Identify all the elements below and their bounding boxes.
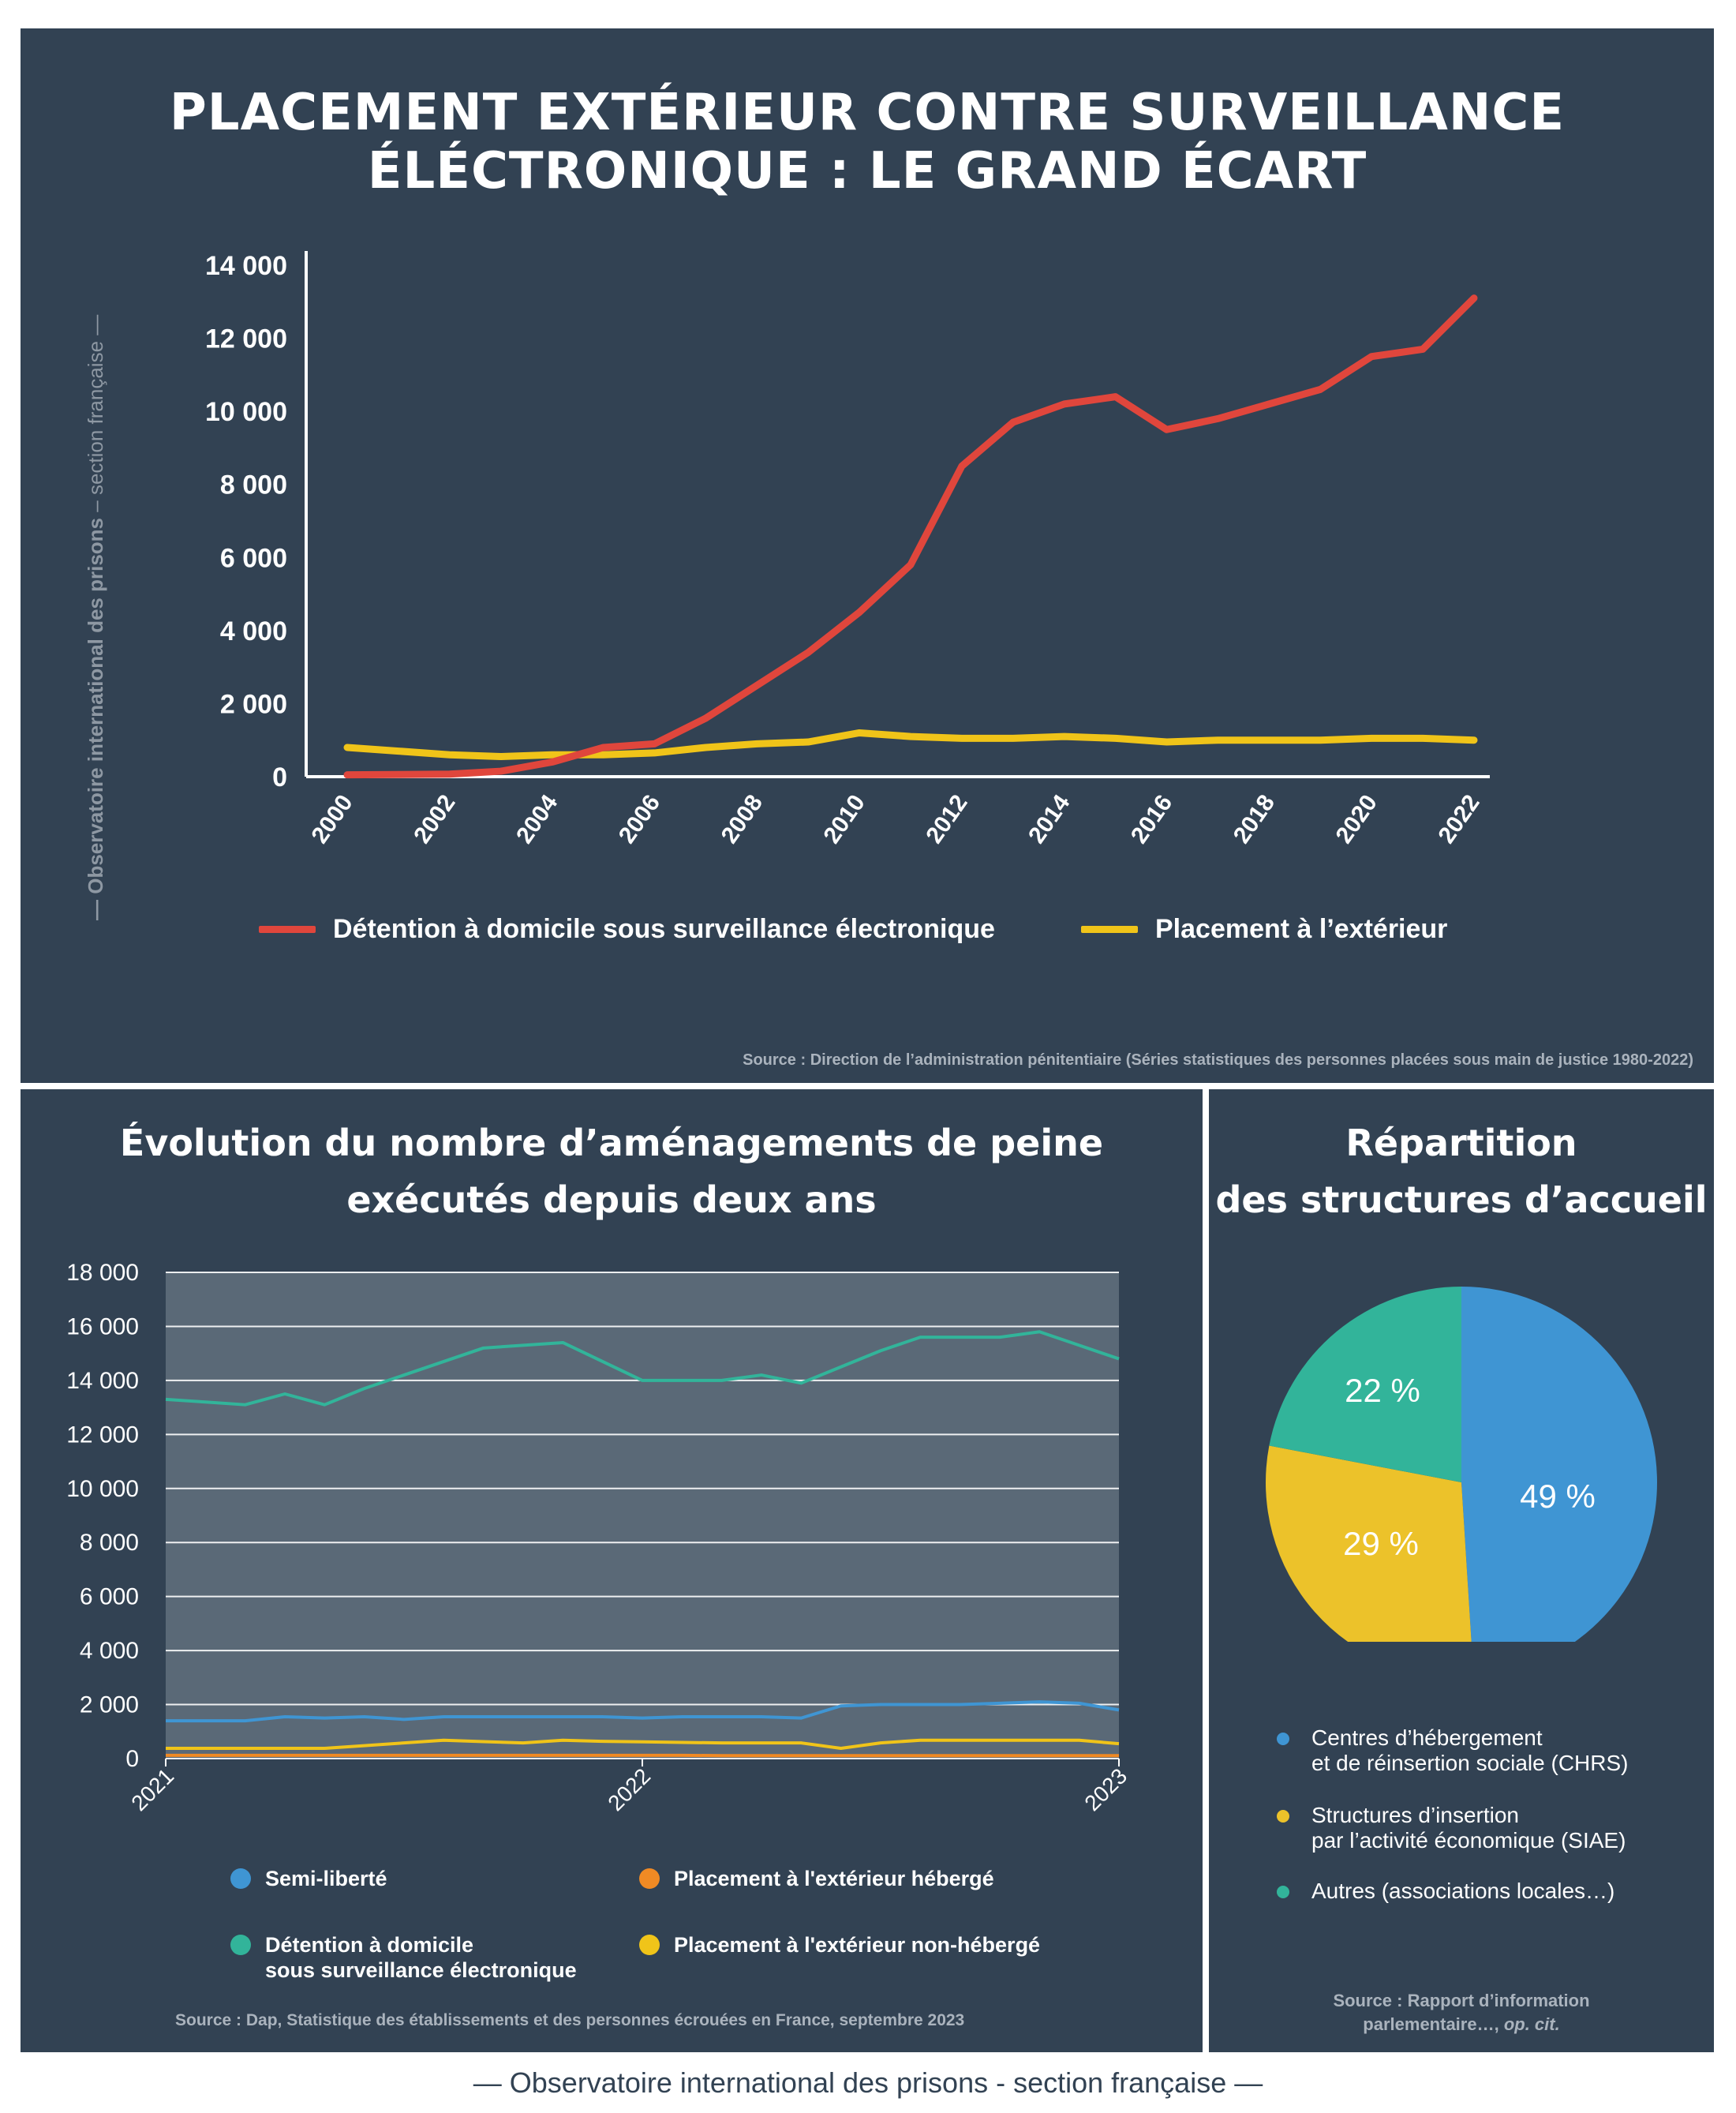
x-tick-label: 2004 [511,790,563,849]
pie-structures: 49 % 29 % 22 % [1266,1287,1658,1642]
legend2-label-3: Placement à l'extérieur non-hébergé [674,1933,1041,1957]
legend2-dot-0 [230,1868,251,1889]
series-line-placement-exterieur [343,729,1478,761]
x-tick-label: 2023 [1079,1763,1132,1815]
x-tick-label: 2010 [819,790,870,849]
x-tick-label: 2022 [603,1763,655,1815]
y-tick-label: 2 000 [80,1692,139,1718]
x-tick-label: 2016 [1126,790,1177,849]
legend2-dot-2 [230,1935,251,1955]
source-bottom-right: Source : Rapport d’information parlement… [1209,1989,1714,2036]
y-tick-label: 4 000 [220,616,287,646]
y-tick-label: 10 000 [66,1476,139,1502]
chart2-title-line1: Évolution du nombre d’aménagements de pe… [119,1122,1104,1164]
y-tick-label: 18 000 [66,1260,139,1286]
pie-slice-autres [1269,1287,1461,1482]
pie-label-1: 29 % [1343,1525,1419,1562]
legend-item-yellow: Placement à l’extérieur [1081,914,1447,945]
main-title: Placement extérieur contre surveillance … [169,84,1566,200]
source-bottom-left: Source : Dap, Statistique des établissem… [175,2011,965,2029]
legend2-item-2: Détention à domicile sous surveillance é… [230,1932,577,1983]
y-tick-label: 12 000 [66,1422,139,1448]
pie-legend-item-0: Centres d’hébergement et de réinsertion … [1277,1725,1629,1776]
pie-legend-label-1: Structures d’insertion par l’activité éc… [1311,1803,1626,1853]
pie-slice-siae [1266,1445,1472,1642]
pie-legend-label-0: Centres d’hébergement et de réinsertion … [1311,1725,1629,1775]
x-tick-label: 2000 [306,790,357,849]
source-br-line2-wrap: parlementaire…, op. cit. [1209,2013,1714,2036]
chart2-title-line2: exécutés depuis deux ans [346,1178,877,1221]
y-tick-label: 0 [125,1746,139,1772]
legend-item-red: Détention à domicile sous surveillance é… [259,914,995,945]
legend-yellow-label: Placement à l’extérieur [1155,914,1448,944]
source-br-italic: op. cit. [1503,2014,1560,2034]
legend2-dot-3 [639,1935,660,1955]
y-tick-label: 14 000 [66,1368,139,1394]
pie-legend-dot-2 [1277,1886,1289,1898]
chart-amenagements: 0 2 000 4 000 6 000 8 000 10 000 12 000 14 000 1… [66,1260,1132,1815]
legend2-dot-1 [639,1868,660,1889]
y-tick-label: 12 000 [205,324,287,354]
legend2-label-1: Placement à l'extérieur hébergé [674,1867,994,1890]
legend-red-swatch [259,926,316,933]
chart3-title-line1: Répartition [1345,1122,1577,1164]
x-tick-label: 2022 [1433,790,1484,849]
y-tick-label: 8 000 [80,1530,139,1556]
source-br-line1: Source : Rapport d’information [1333,1991,1590,2010]
x-tick-label: 2020 [1331,790,1382,849]
y-tick-label: 6 000 [220,543,287,573]
legend2-label-2: Détention à domicile sous surveillance é… [265,1933,577,1982]
pie-label-2: 22 % [1345,1372,1420,1409]
x-tick-label: 2006 [614,790,665,849]
x-tick-label: 2002 [409,790,460,849]
y-tick-label: 10 000 [205,397,287,427]
pie-slice-chrs [1461,1287,1658,1642]
source-top: Source : Direction de l’administration p… [743,1051,1693,1069]
y-tick-label: 4 000 [80,1638,139,1664]
pie-legend-dot-1 [1277,1810,1289,1823]
y-tick-label: 0 [272,762,287,792]
plot-area [166,1272,1119,1759]
y-tick-label: 6 000 [80,1584,139,1610]
series-line-detention-domicile [165,1330,1120,1407]
pie-legend-label-2: Autres (associations locales…) [1311,1879,1615,1903]
y-tick-label: 16 000 [66,1313,139,1339]
series-line-surveillance-electronique [343,294,1478,779]
x-tick-label: 2008 [716,790,768,849]
legend2-item-3: Placement à l'extérieur non-hébergé [639,1932,1040,1958]
y-tick-label: 14 000 [205,251,287,281]
top-panel: Placement extérieur contre surveillance … [21,28,1714,1083]
legend2-item-1: Placement à l'extérieur hébergé [639,1866,994,1891]
pie-legend-dot-0 [1277,1733,1289,1745]
chart-electronic-vs-placement: 0 2 000 4 000 6 000 8 000 10 000 12 000 14 000 2… [205,251,1490,849]
series-line-placement-non-heberge [166,1738,1120,1750]
legend-red-label: Détention à domicile sous surveillance é… [333,914,995,944]
x-tick-label: 2014 [1023,790,1075,849]
pie-legend-item-2: Autres (associations locales…) [1277,1879,1614,1904]
pie-label-0: 49 % [1520,1478,1596,1515]
pie-legend-item-1: Structures d’insertion par l’activité éc… [1277,1803,1626,1853]
x-tick-label: 2018 [1229,790,1280,849]
chart3-title-line2: des structures d’accueil [1215,1178,1708,1221]
legend2-label-0: Semi-liberté [265,1867,387,1890]
bottom-left-panel: Évolution du nombre d’aménagements de pe… [21,1089,1203,2052]
bottom-right-panel: Répartition des structures d’accueil 49 … [1209,1089,1714,2052]
y-tick-label: 8 000 [220,470,287,500]
x-tick-label: 2012 [921,790,972,849]
series-line-semi-liberte [166,1700,1120,1723]
legend2-item-0: Semi-liberté [230,1866,387,1891]
footer: — Observatoire international des prisons… [473,2066,1263,2099]
y-tick-label: 2 000 [220,689,287,719]
legend-yellow-swatch [1081,926,1138,933]
source-br-line2: parlementaire…, [1363,2014,1504,2034]
